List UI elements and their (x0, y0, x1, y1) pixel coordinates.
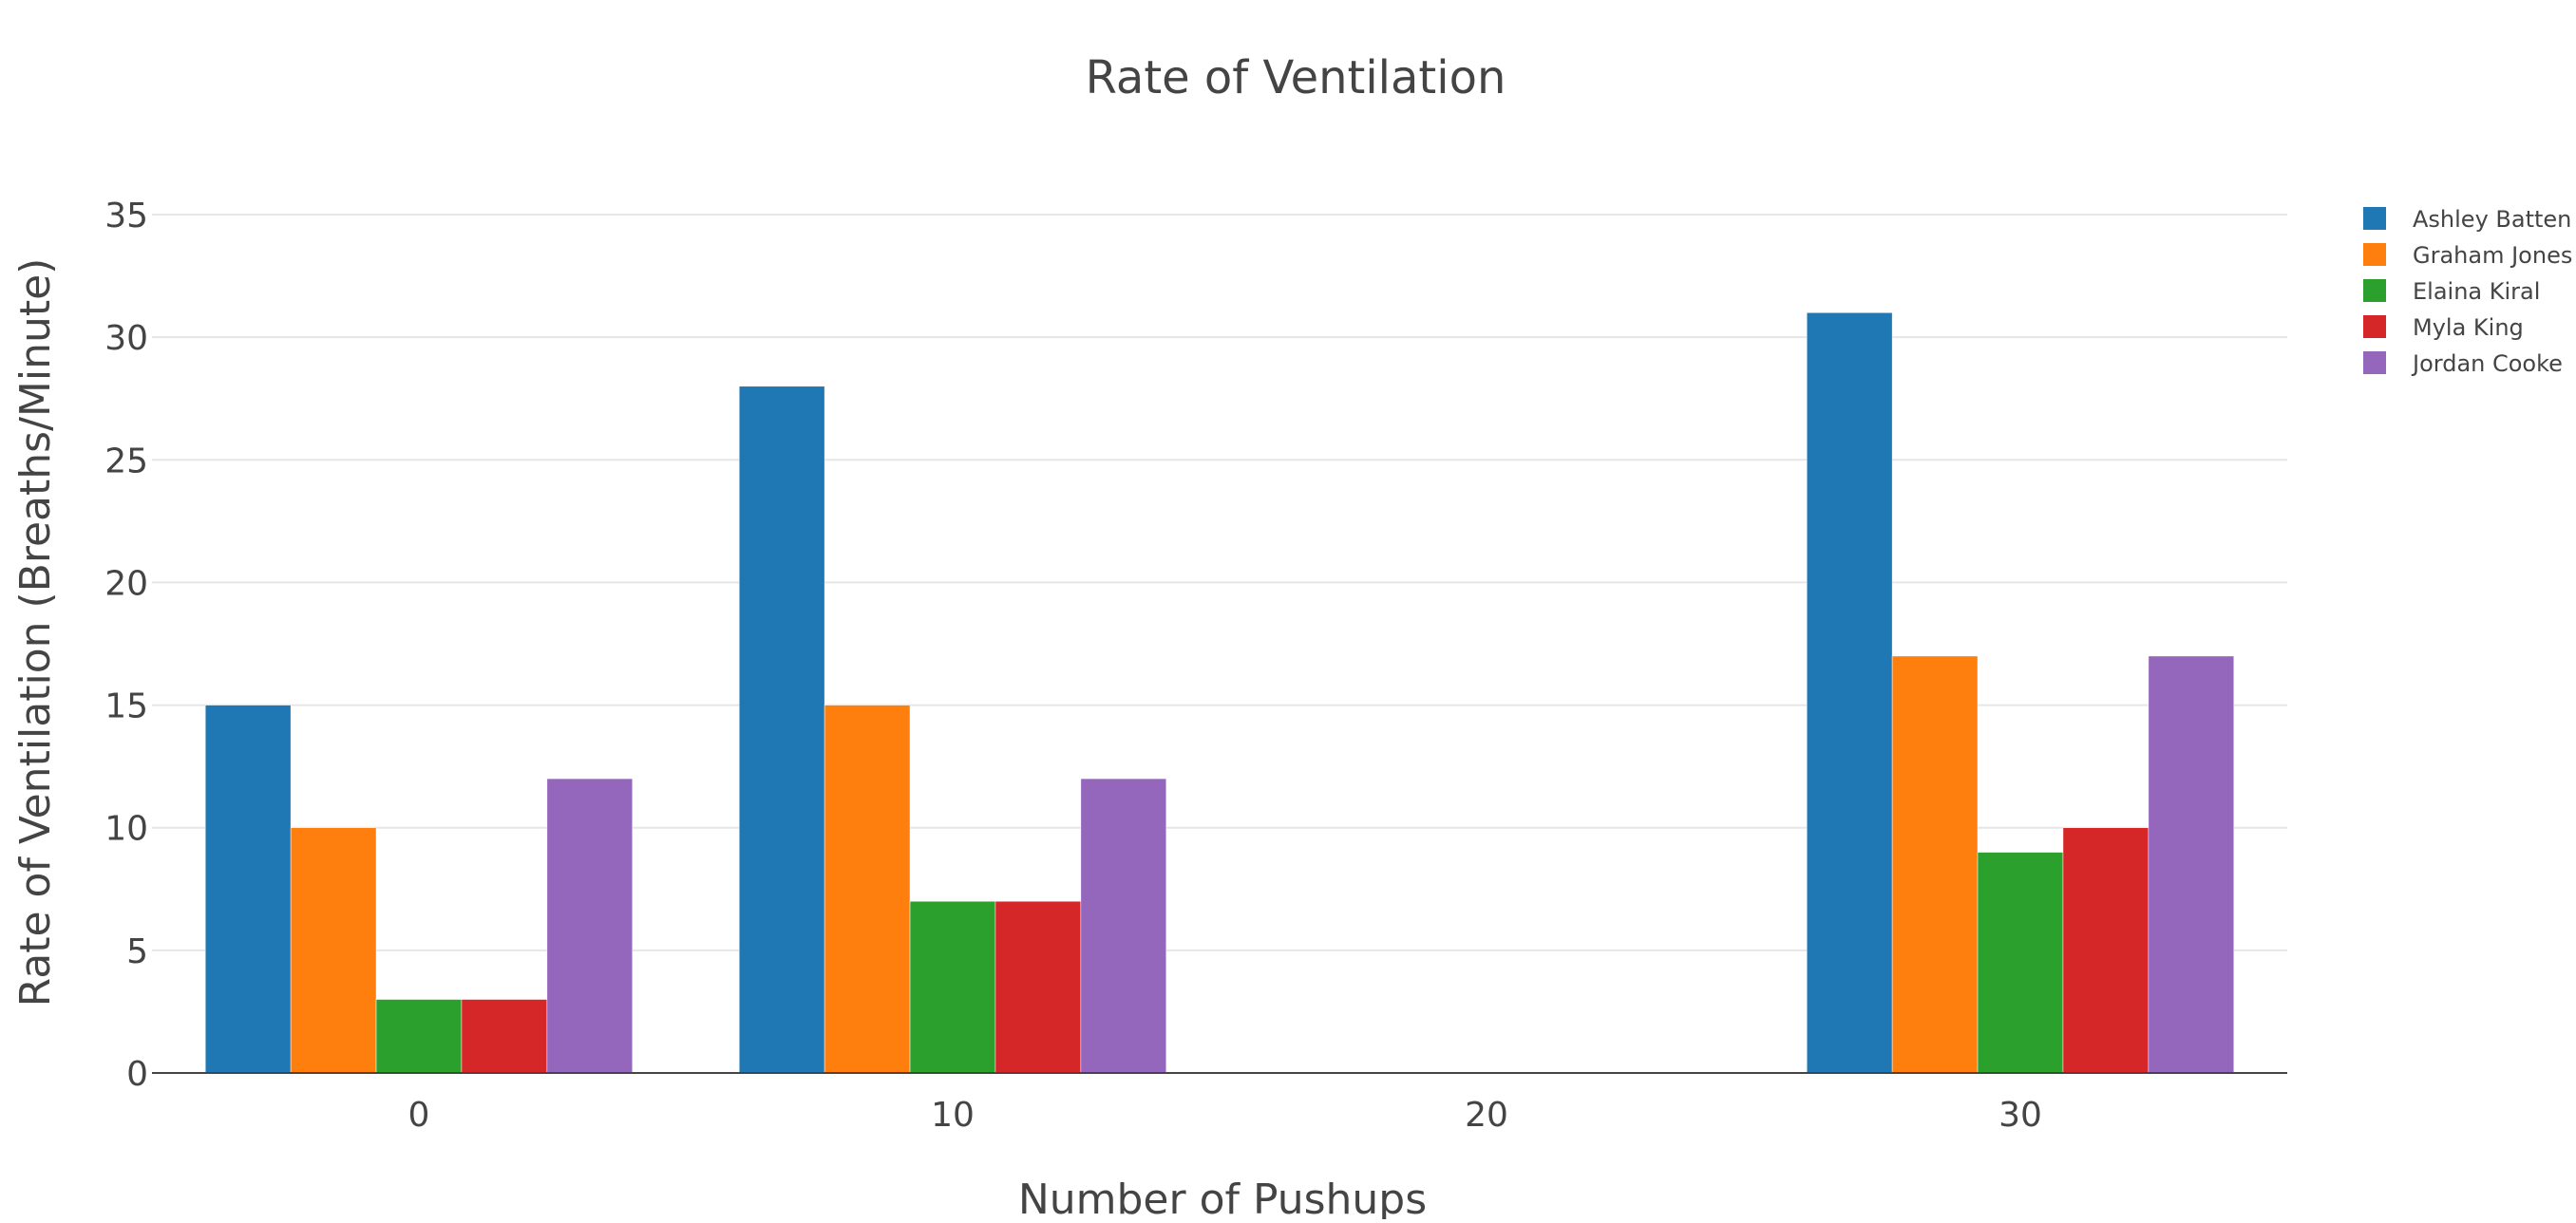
y-tick-label: 15 (104, 687, 148, 726)
y-tick-label: 35 (104, 197, 148, 235)
legend-label[interactable]: Elaina Kiral (2413, 278, 2540, 305)
bars (204, 312, 2235, 1074)
bar[interactable] (1080, 778, 1167, 1074)
x-tick-label: 30 (1998, 1096, 2042, 1135)
bar[interactable] (461, 999, 548, 1074)
axes: 0 5 10 15 20 25 30 35 0 10 20 30 (104, 197, 2287, 1135)
bar[interactable] (738, 386, 825, 1074)
x-tick-label: 20 (1465, 1096, 1508, 1135)
y-tick-label: 5 (126, 932, 148, 971)
legend-swatch[interactable] (2363, 207, 2386, 230)
bar[interactable] (994, 900, 1082, 1074)
legend-label[interactable]: Jordan Cooke (2411, 350, 2563, 377)
legend-label[interactable]: Ashley Batten (2413, 206, 2571, 233)
y-tick-label: 25 (104, 442, 148, 480)
bar[interactable] (2148, 655, 2235, 1074)
bar[interactable] (909, 900, 996, 1074)
bar[interactable] (290, 827, 377, 1074)
x-tick-label: 10 (931, 1096, 975, 1135)
bar[interactable] (1806, 312, 1893, 1074)
y-tick-label: 0 (126, 1055, 148, 1094)
legend-swatch[interactable] (2363, 279, 2386, 302)
gridlines (152, 214, 2287, 951)
y-tick-label: 30 (104, 319, 148, 358)
bar[interactable] (204, 705, 292, 1074)
bar[interactable] (546, 778, 634, 1074)
bar[interactable] (375, 999, 463, 1074)
y-tick-label: 20 (104, 564, 148, 603)
legend-label[interactable]: Myla King (2413, 314, 2524, 341)
legend-swatch[interactable] (2363, 351, 2386, 374)
chart-title: Rate of Ventilation (1086, 51, 1506, 104)
bar[interactable] (2062, 827, 2150, 1074)
legend-label[interactable]: Graham Jones (2413, 242, 2572, 269)
x-tick-label: 0 (408, 1096, 430, 1135)
y-tick-label: 10 (104, 810, 148, 849)
bar[interactable] (1891, 655, 1979, 1074)
legend-swatch[interactable] (2363, 243, 2386, 266)
x-axis-title: Number of Pushups (1018, 1176, 1427, 1219)
y-axis-title: Rate of Ventilation (Breaths/Minute) (11, 258, 60, 1007)
bar[interactable] (824, 705, 911, 1074)
legend-swatch[interactable] (2363, 315, 2386, 338)
legend: Ashley Batten Graham Jones Elaina Kiral Myl… (2363, 206, 2572, 377)
bar[interactable] (1977, 852, 2064, 1074)
